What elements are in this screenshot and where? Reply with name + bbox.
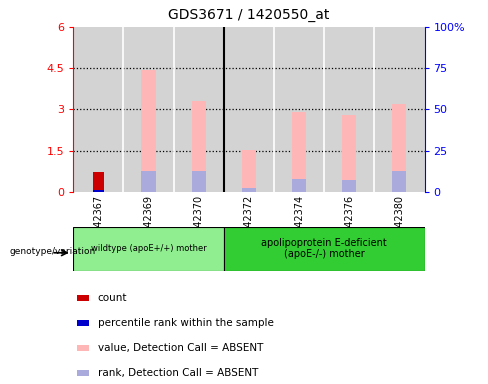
Text: count: count — [98, 293, 127, 303]
Bar — [93, 172, 104, 192]
Bar — [392, 104, 407, 192]
Bar — [93, 190, 104, 192]
Bar — [123, 27, 174, 192]
Text: wildtype (apoE+/+) mother: wildtype (apoE+/+) mother — [91, 244, 206, 253]
Bar — [192, 101, 206, 192]
Bar — [392, 171, 407, 192]
Bar — [224, 27, 274, 192]
Bar — [142, 70, 156, 192]
Bar — [73, 27, 123, 192]
Bar — [142, 171, 156, 192]
Bar — [324, 27, 374, 192]
Bar — [292, 112, 306, 192]
Bar — [73, 227, 224, 271]
Bar — [77, 345, 89, 351]
Bar — [224, 227, 425, 271]
Bar — [242, 188, 256, 192]
Text: value, Detection Call = ABSENT: value, Detection Call = ABSENT — [98, 343, 263, 353]
Bar — [374, 27, 425, 192]
Bar — [192, 171, 206, 192]
Bar — [342, 115, 356, 192]
Bar — [77, 320, 89, 326]
Text: percentile rank within the sample: percentile rank within the sample — [98, 318, 274, 328]
Bar — [292, 179, 306, 192]
Text: genotype/variation: genotype/variation — [10, 247, 96, 256]
Title: GDS3671 / 1420550_at: GDS3671 / 1420550_at — [168, 8, 329, 22]
Bar — [242, 150, 256, 192]
Bar — [77, 370, 89, 376]
Bar — [274, 27, 324, 192]
Bar — [342, 180, 356, 192]
Text: apolipoprotein E-deficient
(apoE-/-) mother: apolipoprotein E-deficient (apoE-/-) mot… — [261, 238, 387, 260]
Bar — [174, 27, 224, 192]
Text: rank, Detection Call = ABSENT: rank, Detection Call = ABSENT — [98, 368, 258, 378]
Bar — [77, 295, 89, 301]
